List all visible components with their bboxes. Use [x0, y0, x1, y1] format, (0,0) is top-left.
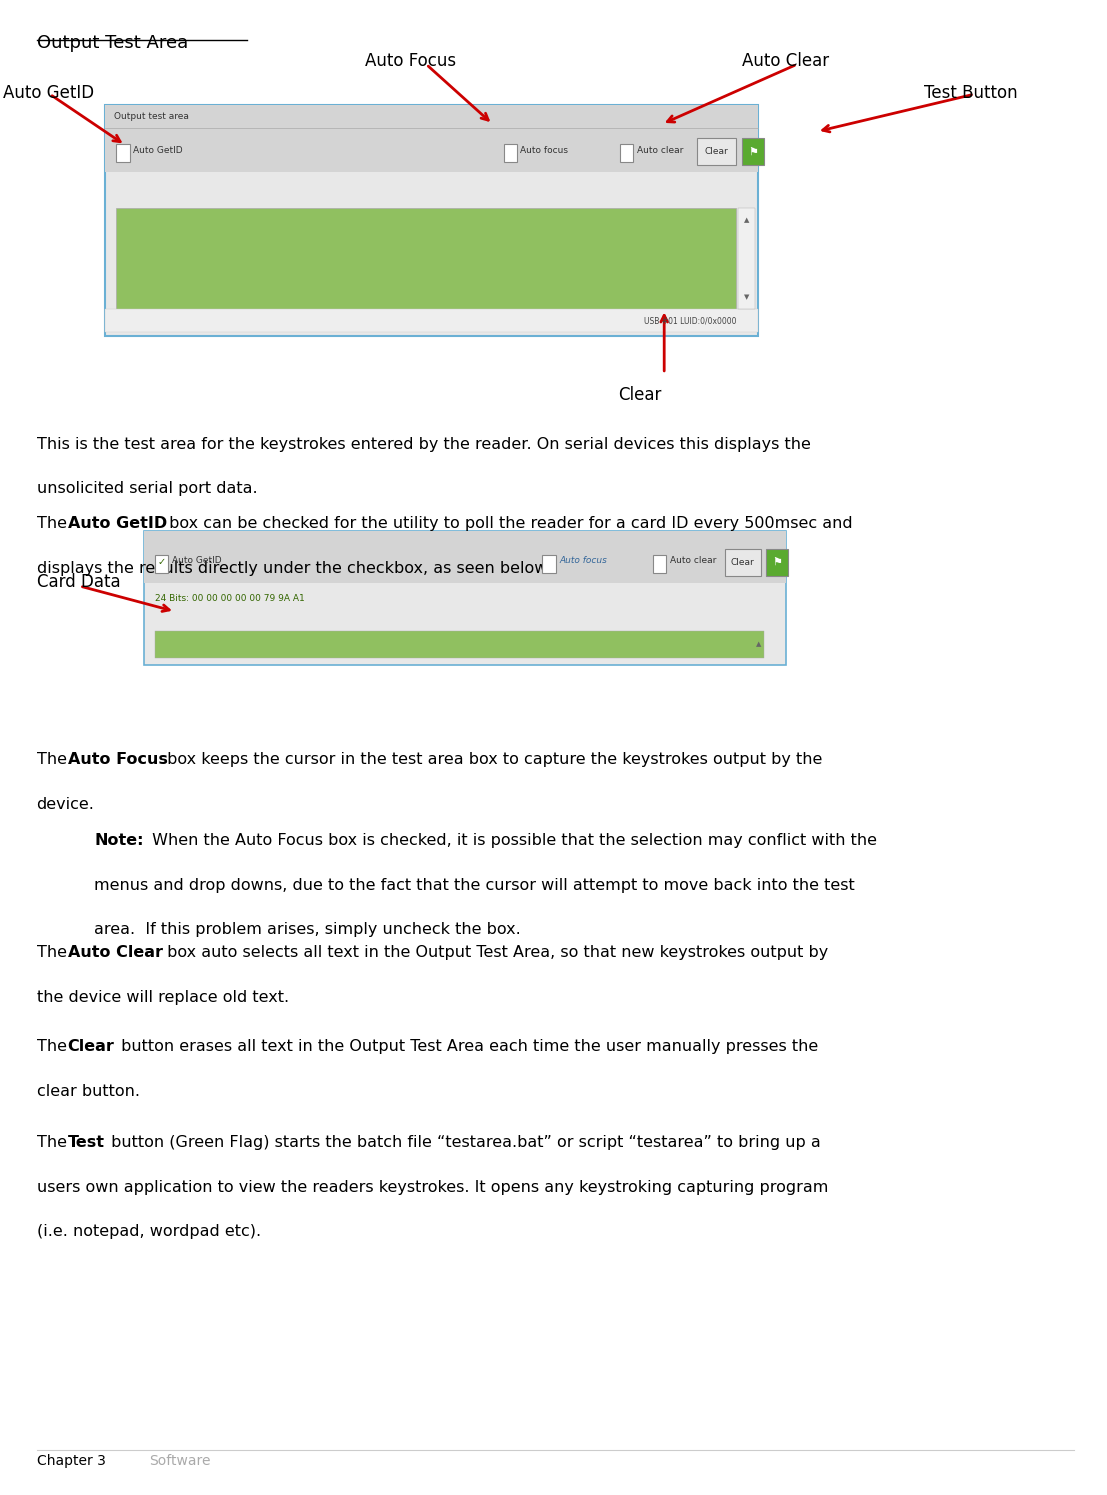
- Text: Clear: Clear: [68, 1039, 114, 1054]
- Text: Auto GetID: Auto GetID: [133, 145, 183, 154]
- Text: ▲: ▲: [756, 641, 761, 647]
- FancyBboxPatch shape: [653, 555, 666, 573]
- Text: Auto focus: Auto focus: [520, 145, 568, 154]
- Text: button erases all text in the Output Test Area each time the user manually press: button erases all text in the Output Tes…: [116, 1039, 818, 1054]
- FancyBboxPatch shape: [738, 208, 755, 309]
- FancyBboxPatch shape: [155, 631, 764, 658]
- Text: Output Test Area: Output Test Area: [37, 34, 188, 52]
- FancyBboxPatch shape: [766, 549, 788, 576]
- Text: Clear: Clear: [705, 147, 728, 155]
- Text: Card Data: Card Data: [37, 573, 121, 591]
- FancyBboxPatch shape: [725, 549, 761, 576]
- Text: Auto clear: Auto clear: [670, 556, 716, 565]
- Text: Note:: Note:: [94, 833, 144, 848]
- Text: ⚑: ⚑: [747, 147, 758, 157]
- Text: Auto Clear: Auto Clear: [742, 52, 829, 70]
- Text: The: The: [37, 1135, 72, 1150]
- Text: Auto GetID: Auto GetID: [3, 84, 94, 102]
- Text: 24 Bits: 00 00 00 00 00 79 9A A1: 24 Bits: 00 00 00 00 00 79 9A A1: [155, 594, 304, 602]
- Text: The: The: [37, 516, 72, 531]
- Text: the device will replace old text.: the device will replace old text.: [37, 990, 289, 1005]
- Text: ✓: ✓: [157, 558, 166, 567]
- FancyBboxPatch shape: [504, 144, 517, 161]
- FancyBboxPatch shape: [542, 555, 556, 573]
- FancyBboxPatch shape: [620, 144, 633, 161]
- Text: When the Auto Focus box is checked, it is possible that the selection may confli: When the Auto Focus box is checked, it i…: [147, 833, 877, 848]
- FancyBboxPatch shape: [155, 555, 168, 573]
- FancyBboxPatch shape: [116, 208, 736, 309]
- Text: The: The: [37, 945, 72, 960]
- Text: Test: Test: [68, 1135, 104, 1150]
- Text: Auto Clear: Auto Clear: [68, 945, 163, 960]
- Text: Auto GetID: Auto GetID: [68, 516, 167, 531]
- Text: Test Button: Test Button: [924, 84, 1018, 102]
- Text: Auto GetID: Auto GetID: [172, 556, 221, 565]
- Text: The: The: [37, 752, 72, 767]
- Text: device.: device.: [37, 797, 94, 812]
- FancyBboxPatch shape: [742, 138, 764, 164]
- FancyBboxPatch shape: [697, 138, 736, 164]
- Text: users own application to view the readers keystrokes. It opens any keystroking c: users own application to view the reader…: [37, 1180, 828, 1195]
- Text: Auto Focus: Auto Focus: [68, 752, 167, 767]
- FancyBboxPatch shape: [105, 105, 758, 172]
- Text: area.  If this problem arises, simply uncheck the box.: area. If this problem arises, simply unc…: [94, 922, 521, 937]
- Text: USB #01 LUID:0/0x0000: USB #01 LUID:0/0x0000: [643, 317, 736, 326]
- Text: ▼: ▼: [744, 295, 749, 300]
- Text: box auto selects all text in the Output Test Area, so that new keystrokes output: box auto selects all text in the Output …: [162, 945, 828, 960]
- Text: box can be checked for the utility to poll the reader for a card ID every 500mse: box can be checked for the utility to po…: [164, 516, 852, 531]
- Text: ▲: ▲: [744, 217, 749, 223]
- FancyBboxPatch shape: [144, 531, 786, 583]
- Text: displays the results directly under the checkbox, as seen below.: displays the results directly under the …: [37, 561, 550, 576]
- Text: clear button.: clear button.: [37, 1084, 139, 1099]
- Text: Software: Software: [149, 1455, 211, 1468]
- Text: Auto focus: Auto focus: [559, 556, 607, 565]
- Text: unsolicited serial port data.: unsolicited serial port data.: [37, 481, 257, 496]
- Text: Auto clear: Auto clear: [637, 145, 683, 154]
- Text: button (Green Flag) starts the batch file “testarea.bat” or script “testarea” to: button (Green Flag) starts the batch fil…: [106, 1135, 821, 1150]
- Text: (i.e. notepad, wordpad etc).: (i.e. notepad, wordpad etc).: [37, 1224, 260, 1239]
- FancyBboxPatch shape: [116, 144, 130, 161]
- Text: Clear: Clear: [731, 558, 755, 567]
- Text: This is the test area for the keystrokes entered by the reader. On serial device: This is the test area for the keystrokes…: [37, 437, 810, 451]
- FancyBboxPatch shape: [105, 105, 758, 336]
- Text: The: The: [37, 1039, 72, 1054]
- Text: Auto Focus: Auto Focus: [365, 52, 456, 70]
- Text: Chapter 3: Chapter 3: [37, 1455, 105, 1468]
- Text: ⚑: ⚑: [772, 558, 783, 567]
- Text: Clear: Clear: [618, 386, 661, 404]
- Text: menus and drop downs, due to the fact that the cursor will attempt to move back : menus and drop downs, due to the fact th…: [94, 878, 855, 893]
- FancyBboxPatch shape: [144, 531, 786, 665]
- Text: box keeps the cursor in the test area box to capture the keystrokes output by th: box keeps the cursor in the test area bo…: [162, 752, 823, 767]
- Text: Output test area: Output test area: [114, 112, 189, 121]
- FancyBboxPatch shape: [105, 309, 758, 332]
